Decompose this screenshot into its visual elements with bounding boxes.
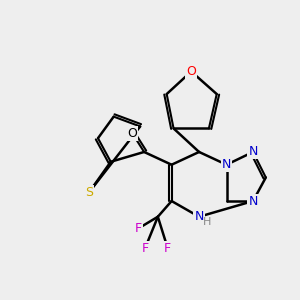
Text: N: N bbox=[248, 194, 258, 208]
Text: O: O bbox=[128, 127, 137, 140]
Text: S: S bbox=[85, 186, 93, 199]
Text: F: F bbox=[164, 242, 171, 255]
Text: H: H bbox=[203, 217, 211, 226]
Text: O: O bbox=[186, 65, 196, 78]
Text: N: N bbox=[222, 158, 231, 171]
Text: F: F bbox=[135, 222, 142, 235]
Text: N: N bbox=[248, 146, 258, 158]
Text: N: N bbox=[194, 210, 204, 223]
Text: F: F bbox=[142, 242, 149, 255]
Text: N: N bbox=[194, 210, 204, 223]
